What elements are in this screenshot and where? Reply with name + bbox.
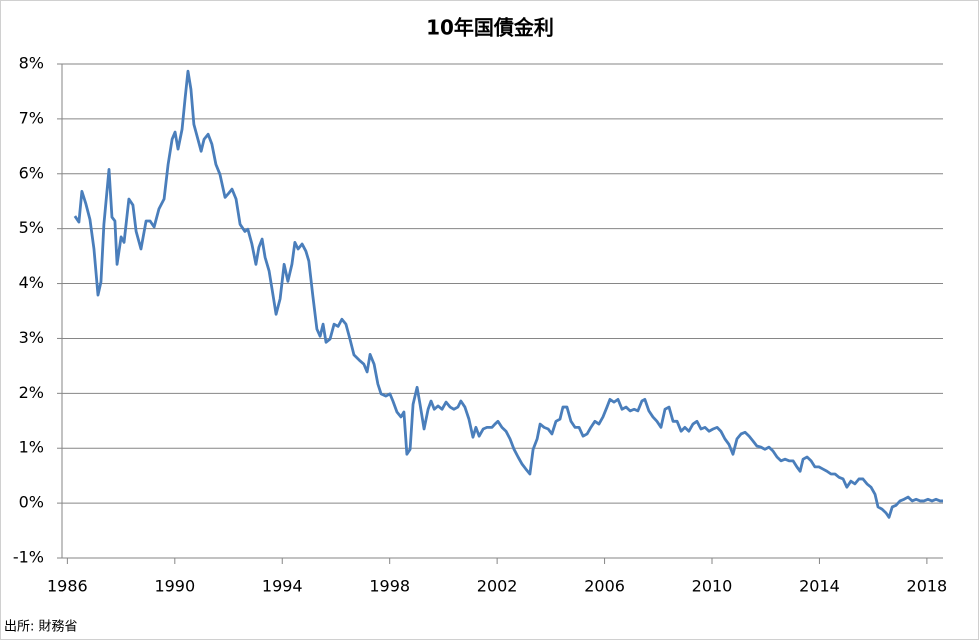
- x-tick-label: 2010: [692, 577, 733, 596]
- x-tick-label: 2014: [799, 577, 840, 596]
- x-tick-label: 2006: [584, 577, 625, 596]
- x-tick-label: 1990: [154, 577, 195, 596]
- y-tick-label: 0%: [19, 493, 44, 512]
- y-tick-label: 8%: [19, 54, 44, 73]
- y-tick-label: 5%: [19, 218, 44, 237]
- x-tick-label: 1998: [369, 577, 410, 596]
- chart-title: 10年国債金利: [426, 16, 554, 40]
- y-tick-label: 3%: [19, 328, 44, 347]
- y-tick-label: 1%: [19, 438, 44, 457]
- y-tick-label: 2%: [19, 383, 44, 402]
- y-tick-label: -1%: [13, 548, 44, 567]
- y-tick-label: 7%: [19, 108, 44, 127]
- x-tick-label: 1994: [262, 577, 303, 596]
- source-note: 出所: 財務省: [4, 620, 78, 635]
- y-tick-label: 6%: [19, 163, 44, 182]
- x-tick-label: 2002: [477, 577, 518, 596]
- x-tick-label: 1986: [47, 577, 88, 596]
- line-series: [73, 69, 943, 519]
- x-tick-label: 2018: [907, 577, 948, 596]
- y-tick-label: 4%: [19, 273, 44, 292]
